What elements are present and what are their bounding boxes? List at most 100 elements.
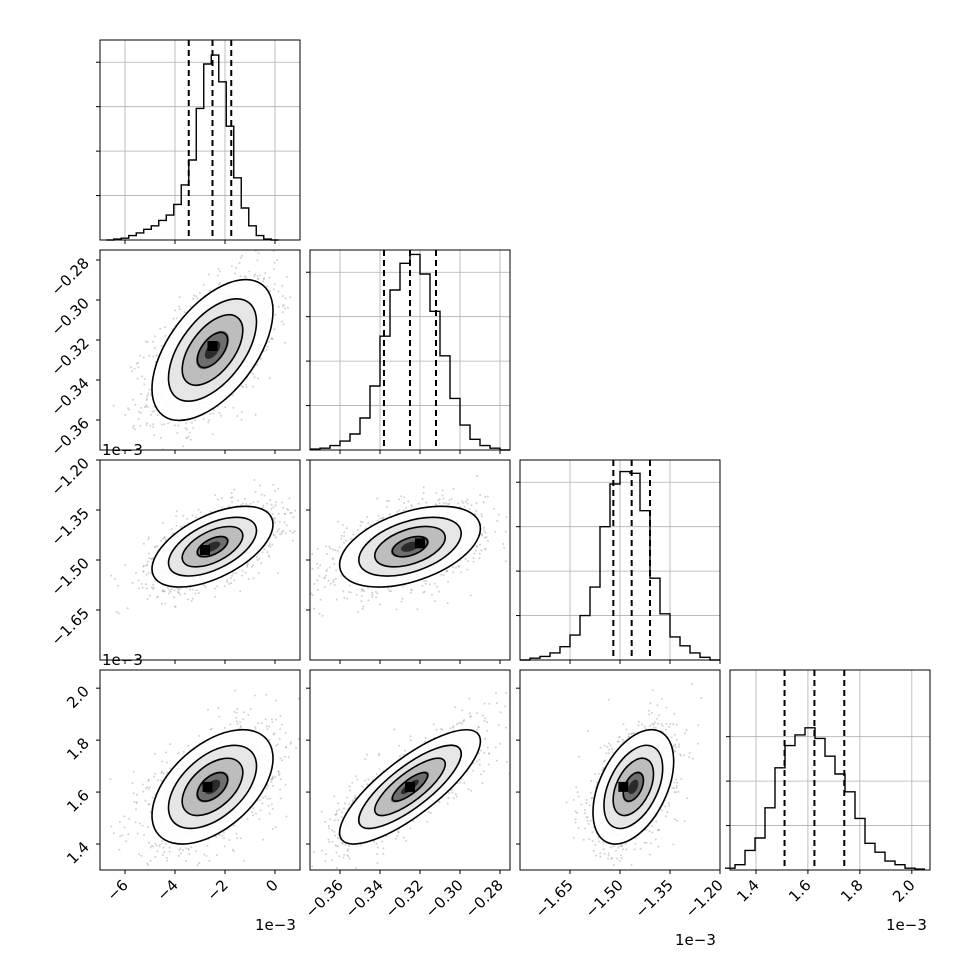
scatter-point: [484, 531, 487, 534]
scatter-point: [174, 605, 176, 608]
scatter-point: [166, 859, 169, 862]
scatter-point: [146, 862, 149, 865]
scatter-point: [302, 492, 304, 494]
scatter-point: [254, 273, 256, 276]
scatter-point: [156, 596, 158, 599]
scatter-point: [279, 533, 281, 536]
scatter-point: [478, 557, 481, 560]
scatter-point: [377, 519, 380, 522]
scatter-point: [311, 594, 314, 597]
scatter-point: [328, 566, 331, 569]
scatter-point: [277, 528, 280, 531]
scatter-point: [253, 479, 256, 481]
scatter-point: [371, 591, 373, 594]
scatter-point: [472, 557, 475, 560]
scatter-point: [185, 436, 188, 439]
scatter-point: [180, 852, 183, 855]
scatter-point: [148, 388, 151, 391]
scatter-point: [152, 426, 155, 428]
scatter-point: [287, 508, 290, 511]
scatter-point: [141, 586, 144, 589]
scatter-point: [366, 516, 369, 519]
scatter-point: [208, 859, 211, 862]
scatter-point: [172, 317, 175, 320]
scatter-point: [191, 514, 194, 517]
scatter-point: [145, 424, 148, 427]
scatter-point: [263, 277, 265, 280]
scatter-point: [433, 582, 436, 585]
scatter-point: [422, 492, 425, 495]
scatter-point: [280, 244, 282, 246]
scatter-point: [288, 497, 291, 500]
scatter-point: [149, 846, 152, 849]
scatter-point: [152, 845, 155, 848]
scatter-point: [410, 588, 413, 591]
scatter-point: [260, 493, 263, 496]
scatter-point: [374, 590, 377, 593]
scatter-point: [340, 574, 342, 577]
scatter-point: [142, 564, 145, 567]
scatter-point: [181, 445, 184, 448]
density-panel-2-1: [309, 459, 511, 661]
scatter-point: [117, 612, 120, 615]
scatter-point: [287, 306, 289, 309]
scatter-point: [162, 521, 164, 524]
scatter-point: [279, 728, 282, 731]
scatter-point: [428, 583, 431, 586]
scatter-point: [282, 295, 284, 298]
scatter-point: [147, 538, 150, 541]
panel-frame: [309, 249, 511, 451]
density-panel-1-0: [99, 244, 301, 451]
scatter-point: [244, 275, 247, 278]
scatter-point: [259, 274, 262, 277]
scatter-point: [382, 516, 385, 519]
scatter-point: [355, 593, 358, 596]
scatter-point: [335, 569, 338, 572]
scatter-point: [148, 354, 151, 357]
scatter-point: [160, 770, 163, 773]
scatter-point: [196, 297, 199, 300]
scatter-point: [323, 586, 326, 588]
scatter-point: [116, 584, 119, 587]
scatter-point: [212, 412, 215, 415]
contour-line: [374, 525, 447, 568]
scatter-point: [281, 284, 284, 287]
scatter-point: [152, 583, 155, 586]
scatter-point: [232, 406, 235, 409]
scatter-point: [350, 537, 353, 540]
scatter-point: [262, 796, 265, 799]
scatter-point: [430, 593, 433, 596]
scatter-point: [174, 309, 177, 312]
scatter-point: [387, 500, 390, 503]
scatter-point: [209, 510, 212, 513]
scatter-point: [291, 539, 294, 542]
scatter-point: [208, 419, 211, 421]
scatter-point: [398, 498, 400, 501]
scatter-point: [233, 488, 236, 491]
scatter-point: [375, 596, 378, 599]
scatter-point: [435, 492, 438, 495]
scatter-point: [208, 289, 211, 292]
scatter-point: [457, 565, 460, 567]
scatter-point: [272, 506, 275, 509]
scatter-point: [177, 752, 180, 755]
scatter-point: [252, 385, 254, 388]
scatter-point: [445, 570, 448, 573]
scatter-point: [118, 848, 121, 851]
scatter-point: [147, 863, 150, 866]
scatter-point: [483, 526, 486, 529]
scatter-point: [284, 307, 287, 310]
scatter-point: [235, 711, 238, 714]
scatter-point: [216, 854, 218, 857]
scatter-point: [239, 256, 242, 259]
scatter-point: [261, 551, 264, 554]
scatter-point: [164, 334, 167, 337]
scatter-point: [175, 317, 178, 320]
scatter-point: [154, 545, 157, 548]
scatter-point: [145, 404, 148, 406]
scatter-point: [437, 590, 440, 593]
scatter-point: [131, 782, 134, 785]
scatter-point: [198, 734, 200, 737]
scatter-point: [316, 588, 319, 591]
scatter-point: [252, 577, 255, 580]
